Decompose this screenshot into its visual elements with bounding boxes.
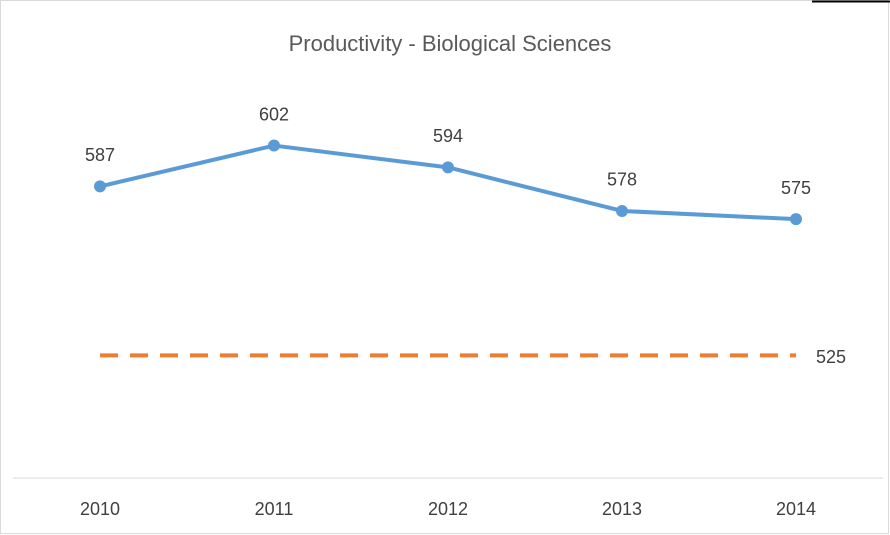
- data-label: 578: [607, 170, 637, 190]
- x-tick-label: 2014: [776, 499, 816, 519]
- data-label: 575: [781, 178, 811, 198]
- chart-title: Productivity - Biological Sciences: [289, 31, 612, 56]
- data-label: 587: [85, 145, 115, 165]
- point-marker: [790, 213, 802, 226]
- x-tick-label: 2010: [80, 499, 120, 519]
- x-tick-label: 2013: [602, 499, 642, 519]
- x-tick-label: 2011: [255, 499, 294, 519]
- x-tick-label: 2012: [428, 499, 468, 519]
- data-label: 525: [816, 347, 846, 367]
- point-marker: [268, 139, 280, 152]
- point-marker: [442, 161, 454, 174]
- data-label: 594: [433, 126, 463, 146]
- point-marker: [94, 180, 106, 193]
- data-label: 602: [259, 104, 289, 124]
- point-marker: [616, 204, 628, 217]
